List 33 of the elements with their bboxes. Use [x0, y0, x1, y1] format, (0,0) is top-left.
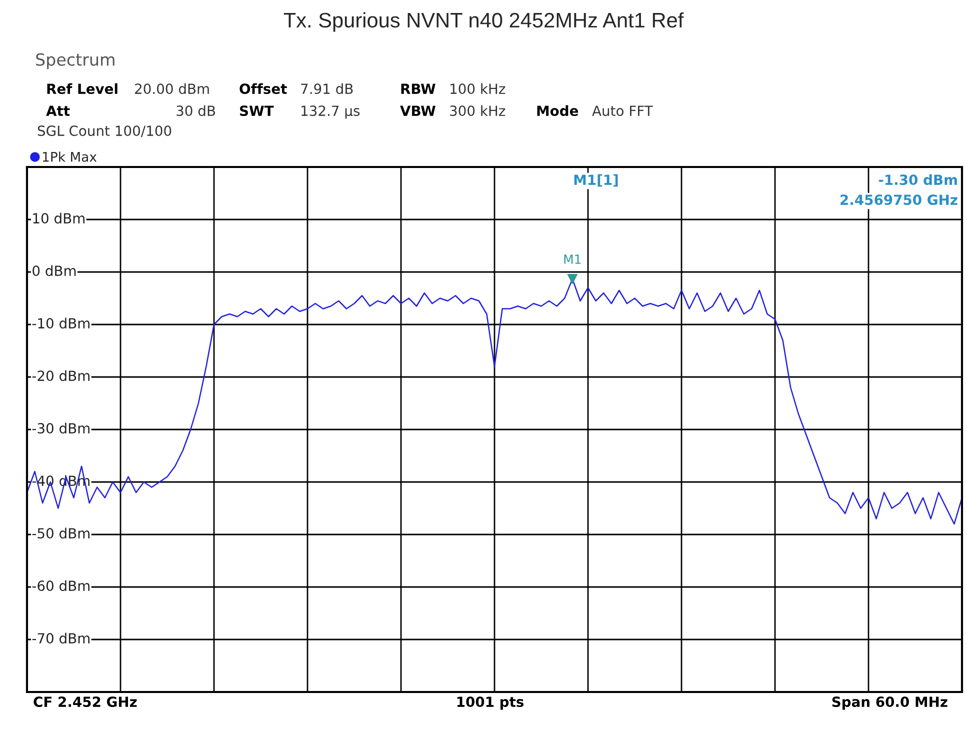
y-tick-label: -60 dBm — [32, 580, 90, 592]
text: Att — [46, 106, 70, 116]
text: Ref Level — [47, 83, 118, 94]
y-tick-label: 0 dBm — [32, 265, 76, 276]
y-tick-label: -50 dBm — [32, 528, 90, 539]
text: 100 kHz — [450, 83, 506, 94]
y-tick-label: -10 dBm — [32, 318, 90, 329]
text: Auto FFT — [592, 106, 653, 116]
text: Offset — [240, 83, 287, 94]
y-tick-label: -20 dBm — [32, 370, 90, 382]
chart-title: Tx. Spurious NVNT n40 2452MHz Ant1 Ref — [284, 12, 684, 32]
annotation: -1.30 dBm — [878, 174, 957, 186]
text: Mode — [537, 105, 578, 116]
text: VBW — [400, 106, 436, 116]
text: 132.7 µs — [302, 106, 360, 119]
text: SGL Count 100/100 — [38, 126, 172, 138]
y-tick-label: -70 dBm — [32, 632, 90, 644]
text: 7.91 dB — [301, 83, 353, 94]
text: 30 dB — [176, 105, 216, 116]
text: 1001 pts — [457, 696, 524, 710]
text: CF 2.452 GHz — [34, 696, 137, 708]
annotation: M1 — [564, 254, 581, 264]
y-tick-label: 10 dBm — [33, 212, 84, 224]
text: SWT — [240, 106, 274, 116]
annotation: 2.4569750 GHz — [840, 194, 958, 206]
text: Spectrum — [36, 53, 114, 70]
text: 300 kHz — [450, 105, 506, 116]
text: Span 60.0 MHz — [832, 696, 948, 710]
text: RBW — [401, 84, 436, 94]
annotation: M1[1] — [574, 174, 618, 187]
legend-label: 1Pk Max — [42, 152, 97, 162]
y-tick-label: -30 dBm — [32, 422, 90, 434]
text: 20.00 dBm — [135, 83, 209, 94]
